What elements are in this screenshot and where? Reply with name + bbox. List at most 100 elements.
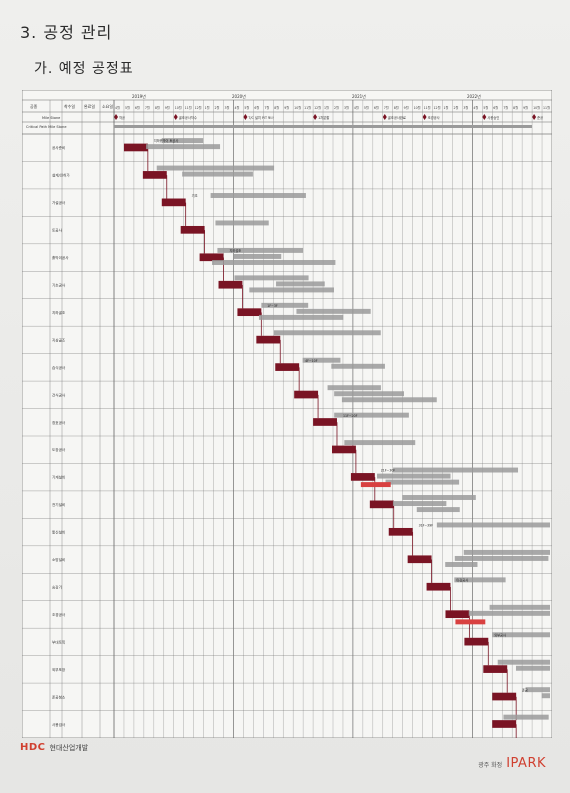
activity-bar	[497, 659, 550, 665]
activity-bar	[392, 501, 447, 507]
month-tick: 4월	[354, 105, 359, 110]
task-row-label: 건식공사	[52, 392, 66, 397]
critical-bar	[464, 637, 489, 646]
section-title: 3. 공정 관리	[20, 23, 113, 42]
milestone-label: 골조공사완료	[388, 115, 406, 120]
activity-bar	[463, 549, 550, 555]
bar-label: 준공	[522, 688, 528, 692]
month-tick: 8월	[513, 105, 518, 110]
task-row-label: 승강기	[52, 585, 62, 590]
milestone-label: 준공	[537, 116, 543, 120]
critical-bar	[350, 473, 375, 481]
highlight-bar	[455, 619, 486, 625]
critical-bar	[275, 363, 300, 371]
activity-bar	[525, 687, 550, 693]
project-name: 광주 화정	[478, 762, 503, 769]
task-row-label: 준공청소	[52, 694, 66, 699]
milestone-row-label: Mile Stone	[42, 116, 60, 120]
activity-bar	[468, 610, 550, 616]
activity-bar	[233, 253, 282, 259]
milestone-marker	[114, 114, 118, 120]
activity-bar	[344, 440, 416, 446]
task-row-label: 흙막이공사	[52, 255, 69, 260]
critical-bar	[369, 500, 394, 509]
activity-bar	[215, 220, 269, 226]
task-row-label: 공사준비	[52, 145, 65, 150]
milestone-marker	[422, 114, 427, 120]
activity-bar	[503, 714, 549, 720]
company-name: 현대산업개발	[49, 743, 89, 752]
month-tick: 12월	[314, 105, 321, 110]
year-label-3: 2021년	[352, 93, 366, 99]
activity-bar	[217, 247, 304, 253]
critical-bar	[142, 171, 167, 179]
critical-bar	[123, 143, 148, 152]
critical-bar	[426, 582, 451, 591]
highlight-bar	[360, 482, 391, 488]
activity-bar	[234, 275, 309, 281]
critical-bar	[256, 335, 281, 344]
month-tick: 9월	[404, 105, 409, 110]
critical-bar	[388, 527, 413, 536]
month-tick: 1월	[444, 105, 449, 110]
milestone-marker	[482, 114, 487, 120]
bar-label: 11F~20F	[343, 414, 358, 418]
milestone-marker	[532, 114, 537, 120]
company-logo: HDC 현대산업개발	[20, 742, 88, 753]
activity-bar	[261, 302, 309, 308]
activity-bar	[416, 507, 460, 513]
task-row-label: 사용검사	[52, 722, 66, 727]
ipark-logo: IPARK	[506, 756, 546, 771]
activity-bar	[377, 473, 451, 479]
activity-bar	[146, 144, 221, 150]
critical-bar	[332, 445, 356, 454]
month-tick: 10월	[414, 105, 421, 110]
month-tick: 2월	[334, 105, 339, 110]
month-tick: 4월	[115, 105, 120, 110]
task-row-label: 습식공사	[52, 365, 66, 370]
task-row-label: 지상골조	[52, 337, 66, 342]
month-tick: 8월	[274, 105, 279, 110]
bar-label: 지하골조	[229, 248, 241, 253]
month-tick: 11월	[543, 105, 550, 110]
activity-bar	[258, 314, 344, 320]
activity-bar	[276, 281, 325, 287]
brand-logo: 광주 화정 IPARK	[478, 756, 546, 771]
activity-bar	[327, 385, 381, 391]
milestone-label: 골조공사착수	[179, 115, 197, 120]
bar-label: 기초	[192, 193, 198, 198]
header-col-start: 착수일	[64, 103, 75, 109]
month-tick: 7월	[384, 105, 389, 110]
activity-bar	[402, 495, 476, 500]
activity-bar	[492, 632, 550, 638]
activity-bar	[212, 260, 336, 265]
bar-label: 1F~3F	[267, 304, 278, 308]
bar-label: 4F~10F	[305, 359, 318, 363]
activity-bar	[436, 522, 550, 528]
milestone-marker	[313, 114, 318, 120]
critical-bar	[199, 253, 224, 262]
month-tick: 2월	[453, 105, 458, 110]
month-tick: 8월	[155, 105, 160, 110]
bar-label: 외부공사	[494, 632, 506, 637]
activity-bar	[454, 577, 506, 583]
month-tick: 9월	[284, 105, 289, 110]
month-tick: 7월	[264, 105, 269, 110]
gantt-chart: 공종 착수일 완료일 소요일 2019년 2020년 2021년 2022년 M…	[21, 89, 553, 748]
activity-bar	[296, 308, 371, 314]
header-col-end: 완료일	[84, 103, 95, 109]
month-tick: 5월	[364, 105, 369, 110]
subsection-title: 가. 예정 공정표	[34, 61, 134, 77]
task-row-label: 지하골조	[52, 310, 66, 315]
year-label-1: 2019년	[132, 93, 146, 99]
year-label-4: 2022년	[467, 93, 481, 99]
task-row-label: 설계/인허가	[52, 173, 70, 178]
critical-bar	[492, 720, 517, 728]
task-row-label: 외부포장	[52, 667, 66, 672]
month-tick: 4월	[234, 105, 239, 110]
task-row-label: 토공사	[52, 228, 63, 233]
activity-bar	[515, 665, 550, 671]
task-row-label: 조경공사	[52, 612, 66, 617]
month-tick: 6월	[135, 105, 140, 110]
